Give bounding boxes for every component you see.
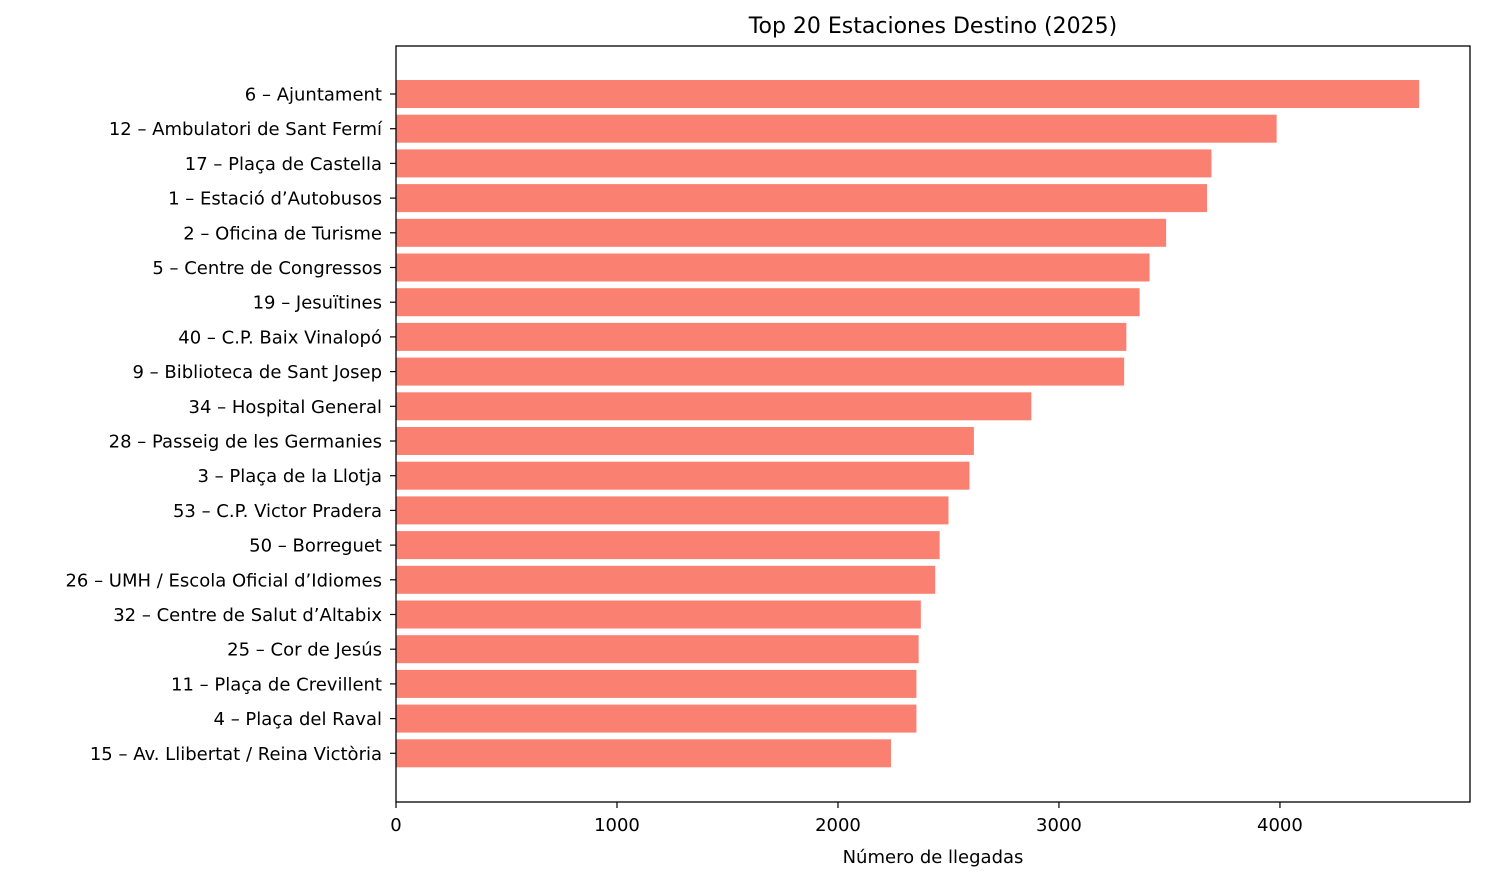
bar <box>396 114 1277 143</box>
y-tick-label: 15 – Av. Llibertat / Reina Victòria <box>90 744 382 765</box>
y-tick-label: 34 – Hospital General <box>189 397 382 418</box>
y-tick-label: 40 – C.P. Baix Vinalopó <box>178 327 382 348</box>
bar <box>396 149 1212 178</box>
bar <box>396 253 1150 282</box>
y-tick-label: 17 – Plaça de Castella <box>185 154 382 175</box>
x-tick-label: 1000 <box>594 815 640 836</box>
y-tick-label: 25 – Cor de Jesús <box>227 640 382 661</box>
x-axis-label: Número de llegadas <box>843 847 1024 868</box>
y-tick-label: 26 – UMH / Escola Oficial d’Idiomes <box>65 570 382 591</box>
x-tick-label: 3000 <box>1036 815 1082 836</box>
bar <box>396 322 1127 351</box>
y-axis-ticks: 6 – Ajuntament 12 – Ambulatori de Sant Fe… <box>65 85 396 765</box>
bar <box>396 80 1420 108</box>
bars-layer <box>396 80 1420 768</box>
bar <box>396 357 1125 386</box>
bar <box>396 704 917 733</box>
y-tick-label: 9 – Biblioteca de Sant Josep <box>132 362 382 383</box>
bar <box>396 392 1032 421</box>
chart-title: Top 20 Estaciones Destino (2025) <box>748 14 1117 39</box>
y-tick-label: 53 – C.P. Victor Pradera <box>173 501 382 522</box>
y-tick-label: 6 – Ajuntament <box>245 85 382 106</box>
y-tick-label: 11 – Plaça de Crevillent <box>171 674 382 695</box>
y-tick-label: 4 – Plaça del Raval <box>214 709 382 730</box>
y-tick-label: 32 – Centre de Salut d’Altabix <box>113 605 382 626</box>
bar <box>396 496 949 525</box>
bar <box>396 461 970 490</box>
y-tick-label: 19 – Jesuïtines <box>253 293 382 314</box>
bar <box>396 427 974 455</box>
bar <box>396 218 1167 247</box>
x-tick-label: 0 <box>390 815 401 836</box>
y-tick-label: 5 – Centre de Congressos <box>152 258 382 279</box>
bar <box>396 184 1208 213</box>
bar <box>396 635 919 664</box>
x-axis-ticks: 0 1000 2000 3000 4000 <box>390 802 1303 836</box>
bar <box>396 600 921 629</box>
bar <box>396 565 936 594</box>
y-tick-label: 28 – Passeig de les Germanies <box>109 432 382 453</box>
bar <box>396 288 1140 317</box>
y-tick-label: 3 – Plaça de la Llotja <box>197 466 382 487</box>
y-tick-label: 1 – Estació d’Autobusos <box>168 189 382 210</box>
y-tick-label: 50 – Borreguet <box>249 536 382 557</box>
bar <box>396 531 940 560</box>
plot-frame <box>395 45 1471 803</box>
bar <box>396 739 892 768</box>
y-tick-label: 12 – Ambulatori de Sant Fermí <box>109 119 383 140</box>
bar <box>396 669 917 698</box>
y-tick-label: 2 – Oficina de Turisme <box>183 223 382 244</box>
x-tick-label: 4000 <box>1257 815 1303 836</box>
x-tick-label: 2000 <box>815 815 861 836</box>
